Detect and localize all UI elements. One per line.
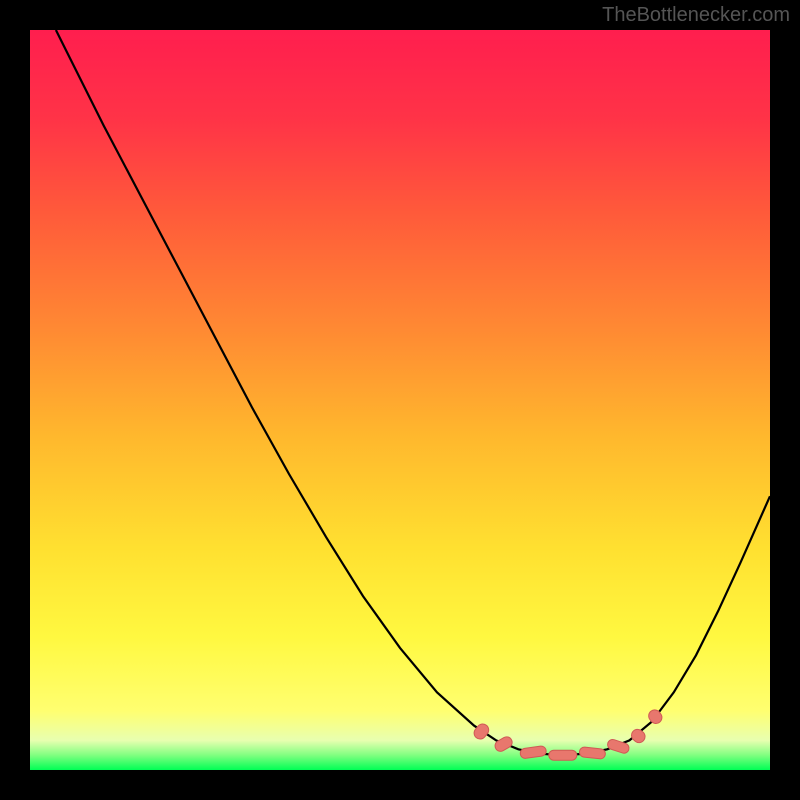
curve-marker (472, 722, 491, 742)
curve-marker (493, 735, 514, 754)
bottleneck-curve (56, 30, 770, 755)
chart-curve-layer (30, 30, 770, 770)
watermark-text: TheBottlenecker.com (602, 4, 790, 27)
curve-marker (629, 727, 647, 745)
curve-markers (472, 708, 665, 761)
chart-plot-area (30, 30, 770, 770)
curve-marker (549, 750, 577, 760)
curve-marker (579, 747, 606, 760)
curve-marker (520, 745, 547, 759)
